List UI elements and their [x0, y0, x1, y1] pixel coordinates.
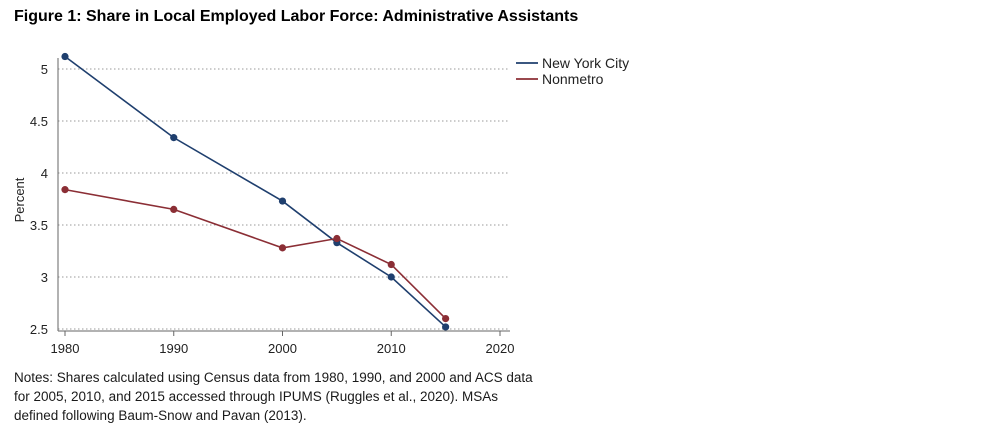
axes [57, 58, 510, 336]
x-tick-label: 2010 [377, 341, 406, 356]
y-tick-label: 4.5 [30, 114, 48, 129]
x-tick-label: 2020 [486, 341, 515, 356]
series-lines [61, 52, 450, 331]
data-point [170, 205, 178, 213]
data-point [278, 197, 287, 205]
x-tick-label: 1980 [51, 341, 80, 356]
data-point [61, 186, 69, 194]
data-point [333, 234, 341, 243]
x-tick-labels: 1980 1990 2000 2010 2020 [51, 341, 515, 356]
y-tick-labels: 2.5 3 3.5 4 4.5 5 [30, 62, 48, 337]
series-line-0 [64, 55, 447, 328]
data-point [442, 323, 450, 331]
legend-label: New York City [542, 55, 629, 71]
data-point [387, 273, 395, 281]
data-point [442, 315, 450, 323]
data-point [387, 260, 395, 269]
data-point [170, 134, 178, 142]
x-tick-label: 1990 [159, 341, 188, 356]
chart-notes: Notes: Shares calculated using Census da… [14, 370, 533, 423]
y-axis-title: Percent [12, 177, 27, 222]
line-chart: 2.5 3 3.5 4 4.5 5 1980 1990 2000 2010 2020 Percen… [12, 52, 629, 356]
gridlines [58, 68, 510, 330]
data-point [61, 52, 69, 61]
y-tick-label: 4 [41, 166, 48, 181]
series-line-1 [64, 188, 447, 320]
legend-label: Nonmetro [542, 71, 604, 87]
x-tick-label: 2000 [268, 341, 297, 356]
y-tick-label: 3.5 [30, 218, 48, 233]
y-tick-label: 5 [41, 62, 48, 77]
chart-title: Figure 1: Share in Local Employed Labor … [14, 8, 579, 25]
y-tick-label: 2.5 [30, 322, 48, 337]
y-tick-label: 3 [41, 270, 48, 285]
data-point [278, 244, 287, 252]
